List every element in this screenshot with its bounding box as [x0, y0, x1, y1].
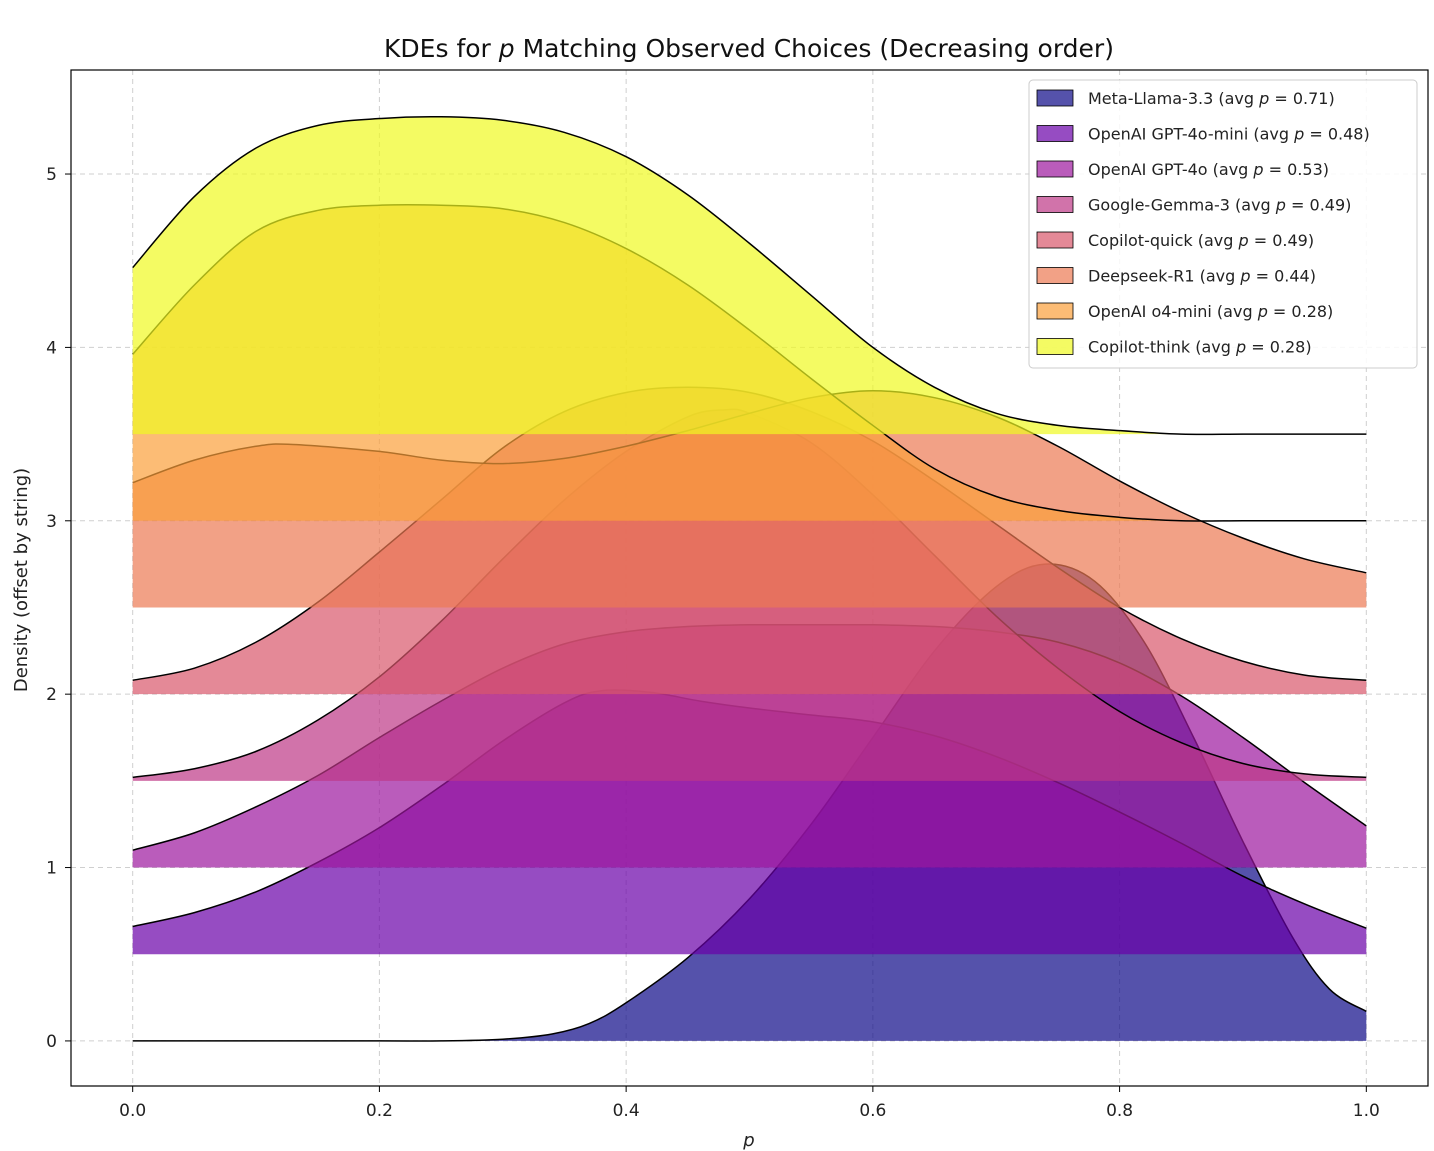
legend-label-4: Copilot-quick (avg p = 0.49) — [1088, 231, 1314, 250]
x-tick-label-3: 0.6 — [859, 1101, 886, 1121]
y-tick-label-5: 5 — [46, 165, 57, 185]
legend-swatch-4 — [1036, 231, 1074, 249]
legend-box — [1028, 79, 1418, 369]
legend-label-2: OpenAI GPT-4o (avg p = 0.53) — [1088, 160, 1329, 179]
series-line-7 — [132, 115, 1367, 436]
y-tick-label-4: 4 — [46, 338, 57, 358]
y-tick-label-1: 1 — [46, 859, 57, 879]
x-tick-label-2: 0.4 — [613, 1101, 640, 1121]
legend-swatch-0 — [1036, 89, 1074, 107]
legend-swatch-6 — [1036, 302, 1074, 320]
legend-label-1: OpenAI GPT-4o-mini (avg p = 0.48) — [1088, 125, 1370, 144]
x-tick-label-5: 1.0 — [1353, 1101, 1380, 1121]
legend-label-6: OpenAI o4-mini (avg p = 0.28) — [1088, 302, 1333, 321]
legend-label-3: Google-Gemma-3 (avg p = 0.49) — [1088, 196, 1351, 215]
series-area-7 — [132, 116, 1367, 435]
plot-frame — [70, 69, 1429, 1087]
x-tick-label-1: 0.2 — [366, 1101, 393, 1121]
y-tick-label-3: 3 — [46, 512, 57, 532]
chart-title-part-2: p — [498, 34, 515, 63]
y-tick-label-0: 0 — [46, 1032, 57, 1052]
legend-swatch-1 — [1036, 125, 1074, 142]
axis-ticks: 0.0 0.2 0.4 0.6 0.8 1.0 0 1 2 3 4 5 — [46, 165, 1380, 1121]
chart-title-part-1: KDEs for — [384, 34, 499, 63]
legend-label-0: Meta-Llama-3.3 (avg p = 0.71) — [1088, 89, 1335, 108]
legend-swatch-3 — [1036, 196, 1074, 213]
chart-title: KDEs for p Matching Observed Choices (De… — [384, 34, 1114, 63]
legend-swatch-5 — [1036, 267, 1074, 284]
legend-swatch-2 — [1036, 160, 1074, 178]
legend: Meta-Llama-3.3 (avg p = 0.71) OpenAI GPT-… — [1028, 79, 1418, 369]
legend-label-5: Deepseek-R1 (avg p = 0.44) — [1088, 267, 1316, 286]
y-axis-label: Density (offset by string) — [11, 468, 32, 692]
series-areas — [132, 115, 1367, 1042]
x-tick-label-4: 0.8 — [1106, 1101, 1133, 1121]
legend-swatch-7 — [1036, 338, 1074, 355]
y-tick-label-2: 2 — [46, 685, 57, 705]
chart-title-part-3: Matching Observed Choices (Decreasing or… — [515, 34, 1114, 63]
legend-label-7: Copilot-think (avg p = 0.28) — [1088, 338, 1312, 357]
x-tick-label-0: 0.0 — [119, 1101, 146, 1121]
x-axis-label: p — [742, 1130, 754, 1151]
